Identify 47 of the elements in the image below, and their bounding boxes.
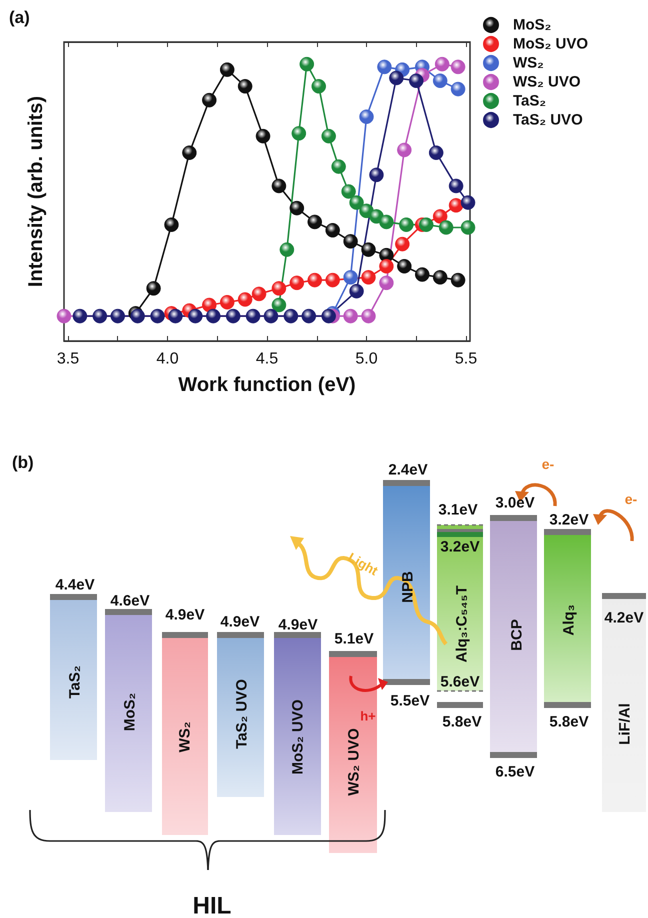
text: 5.8eV (442, 714, 482, 730)
x-tick-label: 5.5 (454, 350, 478, 368)
text: 4.9eV (165, 606, 205, 624)
text: NPB (400, 571, 416, 603)
text: Alq₃:C₅₄₅T (454, 586, 470, 662)
text: 4.9eV (220, 614, 260, 630)
text: BCP (508, 619, 526, 651)
chart-title: (a) (9, 8, 30, 27)
x-axis-title: Work function (eV) (178, 374, 356, 396)
text: e- (624, 491, 638, 507)
text: 2.4eV (388, 462, 428, 478)
text: LiF/Al (616, 703, 634, 745)
text: TaS₂ UVO (234, 678, 250, 749)
text: 5.1eV (334, 630, 374, 648)
text: 4.2eV (604, 610, 644, 626)
text: 4.4eV (55, 576, 95, 594)
legend-label: WS₂ (513, 54, 544, 72)
text: 4.6eV (110, 592, 150, 610)
text: 3.0eV (495, 494, 535, 512)
legend-label: WS₂ UVO (513, 74, 581, 90)
text: 3.2eV (549, 512, 589, 528)
x-tick-label: 3.5 (56, 350, 80, 368)
text: 5.6eV (440, 674, 480, 690)
text: MoS₂ (122, 692, 138, 732)
text: Alq₃ (560, 604, 578, 636)
text: 4.9eV (278, 616, 318, 634)
x-tick-label: 5.0 (355, 350, 378, 368)
text: h+ (360, 708, 376, 724)
text: HIL (192, 892, 232, 918)
text: e- (542, 456, 555, 472)
text: 6.5eV (495, 764, 535, 780)
text: 3.1eV (438, 502, 478, 518)
text: (b) (12, 453, 34, 472)
text: WS₂ (176, 722, 194, 752)
text: WS₂ UVO (346, 728, 362, 796)
y-axis-title: Intensity (arb. units) (25, 96, 47, 288)
legend-label: MoS₂ UVO (513, 36, 588, 52)
x-tick-label: 4.5 (256, 350, 278, 368)
x-tick-label: 4.0 (156, 350, 179, 368)
text: TaS₂ (66, 665, 84, 699)
legend-label: TaS₂ UVO (513, 112, 584, 128)
legend-label: MoS₂ (513, 16, 552, 34)
text: 5.8eV (549, 714, 589, 730)
legend-label: TaS₂ (513, 92, 546, 110)
text: 3.2eV (440, 538, 480, 556)
text: 5.5eV (390, 692, 430, 710)
text: MoS₂ UVO (290, 699, 306, 774)
